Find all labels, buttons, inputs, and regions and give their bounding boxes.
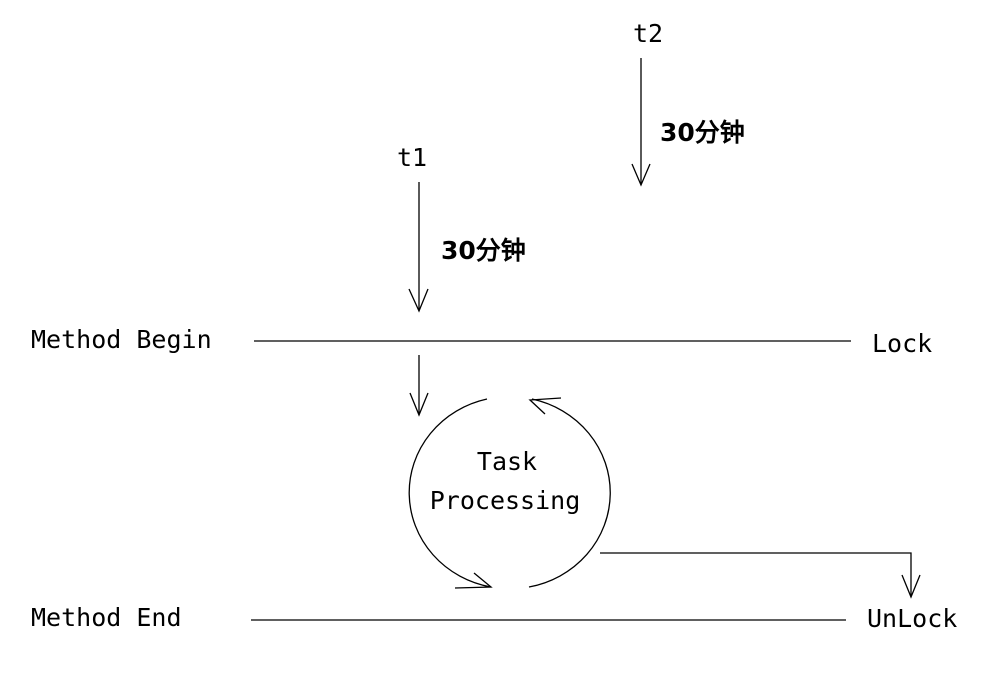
exit-connector-arrow bbox=[600, 552, 921, 599]
thread-t1-label: t1 bbox=[397, 143, 427, 172]
task-label-line1: Task bbox=[477, 447, 537, 476]
thread-t2-label: t2 bbox=[633, 19, 663, 48]
method-end-label: Method End bbox=[31, 603, 182, 632]
lock-state-label: Lock bbox=[872, 329, 932, 358]
processing-cycle-icon bbox=[408, 397, 611, 589]
thread-t1-arrow bbox=[408, 182, 429, 313]
thread-t2-arrow bbox=[631, 58, 651, 187]
thread-t1-wait-label: 30分钟 bbox=[441, 236, 526, 265]
unlock-state-label: UnLock bbox=[867, 604, 957, 633]
entry-arrow bbox=[409, 355, 429, 417]
method-begin-label: Method Begin bbox=[31, 325, 212, 354]
task-label-line2: Processing bbox=[430, 486, 581, 515]
thread-t2-wait-label: 30分钟 bbox=[660, 118, 745, 147]
